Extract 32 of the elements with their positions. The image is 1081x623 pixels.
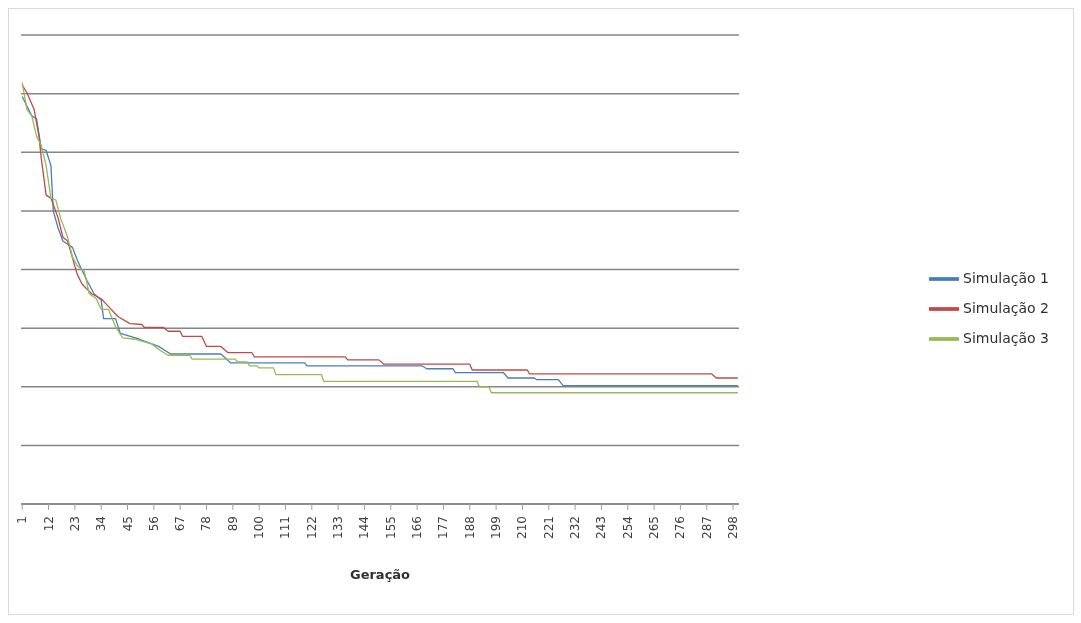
x-tick-label: 1 xyxy=(15,516,30,524)
x-tick-label: 243 xyxy=(594,516,609,539)
x-tick-label: 276 xyxy=(673,516,688,539)
x-tick-label: 287 xyxy=(699,516,714,539)
x-tick-label: 34 xyxy=(94,516,109,532)
x-tick-label: 265 xyxy=(647,516,662,539)
x-tick-label: 45 xyxy=(120,516,135,532)
legend-label: Simulação 1 xyxy=(963,270,1049,286)
x-tick-label: 155 xyxy=(383,516,398,539)
x-tick-label: 210 xyxy=(515,516,530,539)
x-tick-label: 56 xyxy=(146,516,161,532)
x-tick-label: 100 xyxy=(252,516,267,539)
x-tick-label: 221 xyxy=(541,516,556,539)
x-tick-label: 166 xyxy=(410,516,425,539)
x-tick-label: 188 xyxy=(462,516,477,539)
x-tick-label: 144 xyxy=(357,516,372,539)
legend-label: Simulação 3 xyxy=(963,330,1049,346)
x-tick-label: 111 xyxy=(278,516,293,539)
x-axis-title: Geração xyxy=(349,567,411,582)
x-tick-label: 133 xyxy=(331,516,346,539)
x-tick-label: 232 xyxy=(568,516,583,539)
x-tick-label: 199 xyxy=(489,516,504,539)
x-tick-label: 89 xyxy=(225,516,240,532)
x-tick-label: 122 xyxy=(304,516,319,539)
x-tick-label: 67 xyxy=(173,516,188,532)
x-tick-label: 298 xyxy=(726,516,741,539)
x-tick-label: 23 xyxy=(67,516,82,532)
x-tick-label: 78 xyxy=(199,516,214,532)
legend-label: Simulação 2 xyxy=(963,300,1049,316)
x-tick-label: 12 xyxy=(41,516,56,532)
x-tick-label: 177 xyxy=(436,516,451,539)
x-tick-label: 254 xyxy=(620,516,635,539)
